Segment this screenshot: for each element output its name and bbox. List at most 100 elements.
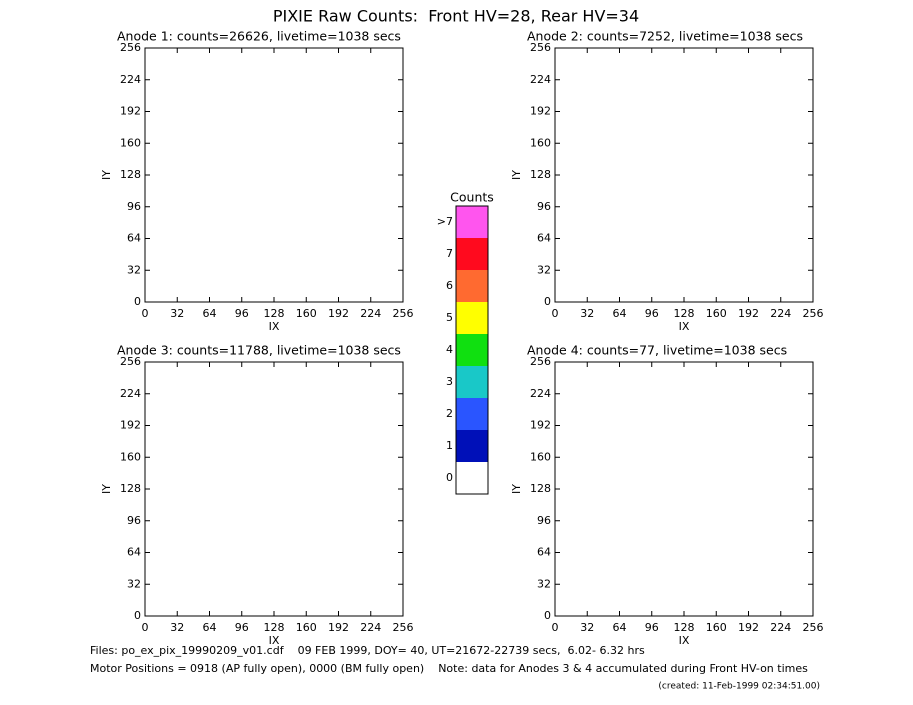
y-tick-label: 256 xyxy=(530,355,551,368)
x-tick-label: 96 xyxy=(235,307,249,320)
y-tick-label: 96 xyxy=(537,514,551,527)
colorbar-label: >7 xyxy=(437,215,453,228)
colorbar-swatch xyxy=(456,238,488,270)
y-tick-label: 224 xyxy=(530,387,551,400)
x-tick-label: 32 xyxy=(580,621,594,634)
panel-title: Anode 1: counts=26626, livetime=1038 sec… xyxy=(117,29,401,44)
x-tick-label: 256 xyxy=(803,307,824,320)
colorbar-swatch xyxy=(456,302,488,334)
y-tick-label: 256 xyxy=(120,41,141,54)
y-tick-label: 0 xyxy=(134,609,141,622)
y-tick-label: 32 xyxy=(127,263,141,276)
x-tick-label: 160 xyxy=(706,307,727,320)
y-tick-label: 0 xyxy=(544,609,551,622)
y-tick-label: 192 xyxy=(530,419,551,432)
colorbar-label: 2 xyxy=(446,407,453,420)
x-tick-label: 96 xyxy=(645,621,659,634)
y-tick-label: 32 xyxy=(537,577,551,590)
y-tick-label: 256 xyxy=(120,355,141,368)
y-tick-label: 224 xyxy=(120,387,141,400)
x-axis-label: IX xyxy=(269,320,280,333)
x-tick-label: 32 xyxy=(170,307,184,320)
x-axis-label: IX xyxy=(269,634,280,647)
x-tick-label: 192 xyxy=(328,307,349,320)
x-tick-label: 192 xyxy=(738,621,759,634)
x-tick-label: 64 xyxy=(203,307,217,320)
x-tick-label: 224 xyxy=(770,621,791,634)
y-axis-label: IY xyxy=(100,484,113,494)
x-tick-label: 256 xyxy=(803,621,824,634)
x-tick-label: 32 xyxy=(170,621,184,634)
y-tick-label: 128 xyxy=(120,482,141,495)
x-tick-label: 256 xyxy=(393,307,414,320)
panel-title: Anode 3: counts=11788, livetime=1038 sec… xyxy=(117,343,401,358)
y-tick-label: 192 xyxy=(530,105,551,118)
colorbar-label: 5 xyxy=(446,311,453,324)
x-tick-label: 64 xyxy=(613,621,627,634)
y-tick-label: 64 xyxy=(537,232,551,245)
x-axis-label: IX xyxy=(679,634,690,647)
colorbar-swatch xyxy=(456,462,488,494)
x-tick-label: 128 xyxy=(264,621,285,634)
footer-created: (created: 11-Feb-1999 02:34:51.00) xyxy=(658,682,820,692)
colorbar-title: Counts xyxy=(450,190,494,205)
x-tick-label: 32 xyxy=(580,307,594,320)
y-tick-label: 128 xyxy=(120,168,141,181)
x-tick-label: 224 xyxy=(360,307,381,320)
plot-frame xyxy=(554,361,814,617)
x-tick-label: 64 xyxy=(613,307,627,320)
colorbar-label: 6 xyxy=(446,279,453,292)
colorbar-swatch xyxy=(456,398,488,430)
y-tick-label: 96 xyxy=(537,200,551,213)
colorbar-swatch xyxy=(456,334,488,366)
x-tick-label: 64 xyxy=(203,621,217,634)
colorbar-label: 3 xyxy=(446,375,453,388)
y-tick-label: 0 xyxy=(544,295,551,308)
x-tick-label: 0 xyxy=(552,621,559,634)
plot-frame xyxy=(144,361,404,617)
x-tick-label: 96 xyxy=(235,621,249,634)
y-tick-label: 64 xyxy=(127,546,141,559)
y-tick-label: 96 xyxy=(127,200,141,213)
panel-title: Anode 4: counts=77, livetime=1038 secs xyxy=(527,343,787,358)
y-tick-label: 192 xyxy=(120,419,141,432)
x-tick-label: 224 xyxy=(770,307,791,320)
y-tick-label: 32 xyxy=(537,263,551,276)
y-axis-label: IY xyxy=(100,170,113,180)
x-tick-label: 128 xyxy=(674,307,695,320)
y-tick-label: 96 xyxy=(127,514,141,527)
x-tick-label: 256 xyxy=(393,621,414,634)
colorbar-label: 1 xyxy=(446,439,453,452)
colorbar-label: 7 xyxy=(446,247,453,260)
x-tick-label: 160 xyxy=(296,307,317,320)
plot-frame xyxy=(144,47,404,303)
y-tick-label: 192 xyxy=(120,105,141,118)
y-tick-label: 64 xyxy=(127,232,141,245)
y-tick-label: 32 xyxy=(127,577,141,590)
panel-title: Anode 2: counts=7252, livetime=1038 secs xyxy=(527,29,803,44)
x-tick-label: 128 xyxy=(674,621,695,634)
x-tick-label: 224 xyxy=(360,621,381,634)
page-title: PIXIE Raw Counts: Front HV=28, Rear HV=3… xyxy=(273,7,639,26)
y-tick-label: 128 xyxy=(530,482,551,495)
colorbar-swatch xyxy=(456,270,488,302)
x-tick-label: 160 xyxy=(706,621,727,634)
y-tick-label: 256 xyxy=(530,41,551,54)
colorbar-label: 4 xyxy=(446,343,453,356)
x-tick-label: 96 xyxy=(645,307,659,320)
y-tick-label: 0 xyxy=(134,295,141,308)
y-tick-label: 160 xyxy=(120,136,141,149)
y-tick-label: 64 xyxy=(537,546,551,559)
x-tick-label: 160 xyxy=(296,621,317,634)
y-tick-label: 128 xyxy=(530,168,551,181)
y-tick-label: 160 xyxy=(530,450,551,463)
colorbar-swatch xyxy=(456,430,488,462)
y-axis-label: IY xyxy=(510,170,523,180)
x-tick-label: 128 xyxy=(264,307,285,320)
colorbar-swatch xyxy=(456,366,488,398)
plot-frame xyxy=(554,47,814,303)
footer-motor: Motor Positions = 0918 (AP fully open), … xyxy=(90,662,808,675)
y-axis-label: IY xyxy=(510,484,523,494)
y-tick-label: 160 xyxy=(530,136,551,149)
